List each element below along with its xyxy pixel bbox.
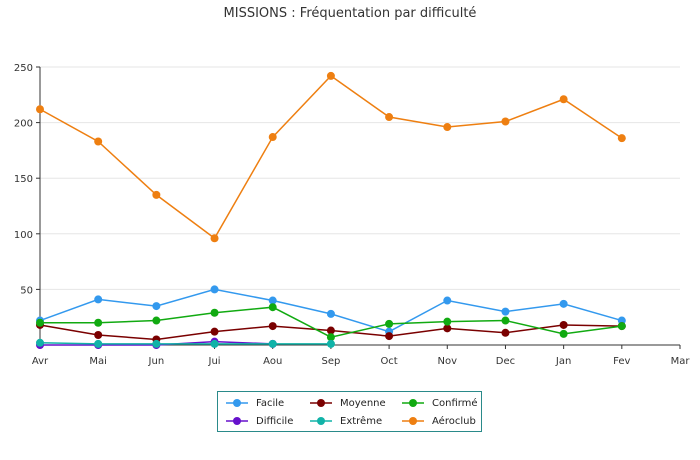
data-point-confirme: [443, 317, 452, 326]
data-point-confirme: [617, 322, 626, 331]
x-tick-label: Avr: [32, 356, 49, 367]
legend-swatch: [402, 415, 424, 427]
data-point-aeroclub: [326, 71, 335, 80]
data-point-moyenne: [210, 327, 219, 336]
legend-item: Confirmé: [402, 395, 478, 411]
data-point-facile: [152, 302, 161, 311]
data-point-confirme: [385, 319, 394, 328]
data-point-moyenne: [94, 330, 103, 339]
x-tick-label: Mai: [89, 356, 107, 367]
legend-item: Extrême: [310, 413, 382, 429]
x-tick-label: Sep: [321, 356, 340, 367]
legend-label: Difficile: [256, 415, 294, 427]
y-tick-label: 150: [14, 174, 33, 185]
data-point-facile: [501, 307, 510, 316]
data-point-aeroclub: [617, 134, 626, 143]
legend-item: Aéroclub: [402, 413, 476, 429]
data-point-facile: [326, 309, 335, 318]
legend-item: Difficile: [226, 413, 293, 429]
legend-swatch: [402, 397, 424, 409]
data-point-facile: [94, 295, 103, 304]
legend-label: Facile: [256, 397, 285, 409]
legend-item: Facile: [226, 395, 284, 411]
data-point-aeroclub: [559, 95, 568, 104]
legend-label: Aéroclub: [432, 415, 476, 427]
legend-item: Moyenne: [310, 395, 386, 411]
data-point-moyenne: [501, 328, 510, 337]
data-point-aeroclub: [501, 117, 510, 126]
data-point-aeroclub: [443, 123, 452, 132]
legend-swatch: [310, 397, 332, 409]
data-point-aeroclub: [210, 234, 219, 243]
data-point-confirme: [36, 318, 44, 327]
x-tick-label: Oct: [380, 356, 397, 367]
data-point-confirme: [559, 329, 568, 338]
y-tick-label: 250: [14, 63, 33, 74]
data-point-extreme: [210, 339, 219, 348]
legend-label: Extrême: [340, 415, 383, 427]
data-point-confirme: [326, 333, 335, 342]
chart-title: MISSIONS : Fréquentation par difficulté: [223, 6, 477, 21]
legend-swatch: [226, 415, 248, 427]
data-point-confirme: [152, 316, 161, 325]
x-tick-label: Jun: [148, 356, 165, 367]
data-point-aeroclub: [268, 133, 277, 142]
data-point-confirme: [501, 316, 510, 325]
legend-label: Confirmé: [432, 397, 478, 409]
data-point-facile: [443, 296, 452, 305]
data-point-extreme: [326, 339, 335, 348]
legend-swatch: [226, 397, 248, 409]
series-line-aeroclub: [39, 74, 623, 240]
y-tick-label: 50: [20, 285, 33, 296]
chart-legend: Facile Moyenne Confirmé Difficile Extrême Aér…: [217, 391, 482, 432]
data-point-moyenne: [443, 324, 452, 333]
data-point-aeroclub: [385, 113, 394, 122]
x-tick-label: Fev: [613, 356, 630, 367]
x-tick-label: Jan: [555, 356, 571, 367]
data-point-extreme: [94, 339, 103, 348]
data-point-moyenne: [559, 320, 568, 329]
data-point-moyenne: [326, 326, 335, 335]
series-line-extreme: [39, 342, 331, 345]
legend-label: Moyenne: [340, 397, 386, 409]
data-point-confirme: [210, 308, 219, 317]
data-point-aeroclub: [36, 105, 44, 114]
x-tick-label: Nov: [438, 356, 458, 367]
data-point-moyenne: [385, 332, 394, 341]
data-point-extreme: [36, 338, 44, 347]
data-point-aeroclub: [152, 190, 161, 199]
y-tick-label: 100: [14, 230, 33, 241]
data-point-confirme: [268, 303, 277, 312]
data-point-facile: [268, 296, 277, 305]
data-point-extreme: [268, 339, 277, 348]
data-point-facile: [559, 299, 568, 308]
data-point-aeroclub: [94, 137, 103, 146]
data-point-confirme: [94, 318, 103, 327]
data-point-facile: [617, 316, 626, 325]
x-tick-label: Mar: [671, 356, 691, 367]
data-point-extreme: [152, 339, 161, 348]
x-tick-label: Jui: [208, 356, 221, 367]
x-tick-label: Dec: [496, 356, 515, 367]
legend-swatch: [310, 415, 332, 427]
data-point-moyenne: [268, 322, 277, 331]
x-tick-label: Aou: [263, 356, 282, 367]
y-tick-label: 200: [14, 119, 33, 130]
data-point-facile: [210, 285, 219, 294]
